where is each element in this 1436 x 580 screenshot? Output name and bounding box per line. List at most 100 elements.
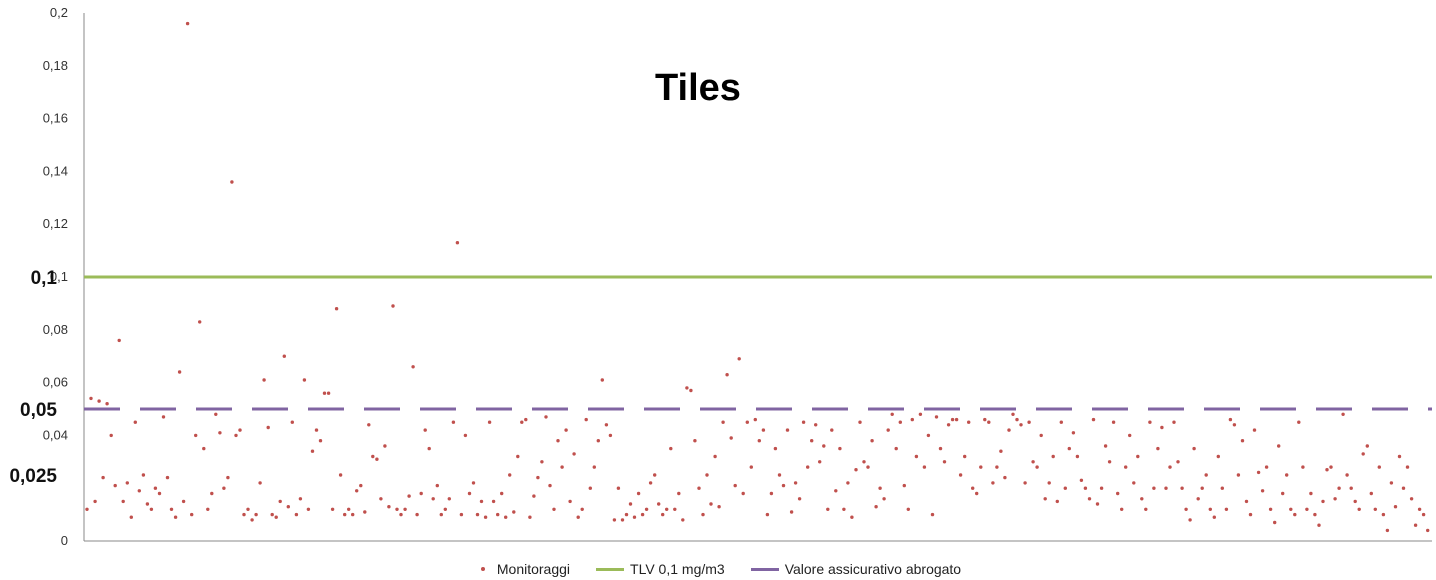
data-point: [85, 507, 89, 511]
data-point: [1075, 454, 1080, 459]
legend-marker-valore-line: [750, 567, 779, 571]
data-point: [1220, 486, 1225, 490]
data-point: [1357, 507, 1361, 511]
data-point: [765, 512, 770, 517]
data-point: [1389, 481, 1394, 485]
y-tick-label: 0,04: [43, 427, 68, 442]
data-point: [1273, 520, 1277, 525]
data-point: [701, 512, 705, 517]
data-point: [105, 402, 109, 406]
data-point: [717, 505, 721, 509]
data-point: [403, 507, 407, 511]
data-point: [153, 486, 158, 490]
data-point: [789, 510, 794, 514]
data-point: [330, 507, 335, 511]
data-point: [463, 433, 468, 438]
data-point: [1172, 420, 1176, 424]
y-tick-label: 0,2: [50, 5, 68, 20]
data-point: [987, 420, 991, 424]
data-point: [661, 512, 665, 517]
data-point: [157, 491, 162, 496]
data-point: [689, 388, 693, 393]
data-point: [1277, 444, 1281, 448]
legend-item-valore: Valore assicurativo abrogato: [750, 561, 962, 577]
data-point: [242, 512, 246, 517]
legend-marker-tlv-line: [596, 567, 625, 571]
data-point: [1007, 428, 1011, 432]
data-point: [991, 481, 995, 485]
data-point: [1180, 486, 1184, 490]
data-point: [214, 412, 218, 416]
data-point: [564, 428, 568, 432]
legend: Monitoraggi TLV 0,1 mg/m3 Valore assicur…: [0, 559, 1436, 579]
data-point: [367, 423, 371, 427]
data-point: [584, 417, 588, 422]
data-point: [1116, 491, 1120, 496]
data-point: [1365, 444, 1370, 448]
data-point: [866, 465, 870, 469]
data-point: [624, 512, 629, 517]
data-point: [113, 483, 117, 488]
data-point: [278, 499, 282, 504]
data-point: [1349, 486, 1353, 490]
data-point: [918, 412, 923, 416]
data-point: [407, 494, 411, 498]
data-point: [149, 507, 154, 511]
data-point: [1091, 417, 1096, 422]
data-point: [1051, 454, 1055, 459]
data-point: [1236, 473, 1241, 477]
data-point: [838, 446, 842, 451]
data-point: [1204, 473, 1208, 477]
data-point: [1144, 507, 1148, 511]
data-point: [89, 396, 93, 401]
data-point: [1047, 481, 1051, 485]
data-point: [761, 428, 766, 432]
data-point: [338, 473, 343, 477]
legend-marker-dot: [480, 567, 485, 571]
data-point: [250, 518, 254, 522]
data-point: [749, 465, 753, 469]
data-point: [266, 425, 270, 430]
data-point: [878, 486, 882, 490]
data-point: [971, 486, 975, 490]
data-point: [165, 475, 170, 480]
data-point: [830, 428, 834, 432]
data-point: [648, 481, 653, 485]
data-point: [592, 465, 596, 469]
data-point: [926, 433, 931, 438]
data-point: [246, 507, 250, 511]
data-point: [1337, 486, 1341, 490]
data-point: [359, 483, 363, 488]
data-point: [628, 502, 633, 506]
data-point: [914, 454, 919, 459]
data-point: [616, 486, 621, 490]
data-point: [958, 473, 963, 477]
data-point: [230, 180, 234, 184]
data-point: [363, 510, 367, 514]
legend-label-monitoraggi: Monitoraggi: [496, 561, 571, 577]
data-point: [950, 417, 955, 422]
data-point: [1067, 446, 1072, 451]
data-point: [862, 460, 866, 464]
data-point: [810, 439, 814, 443]
data-point: [1216, 454, 1221, 459]
data-point: [556, 439, 560, 443]
data-point: [846, 481, 850, 485]
legend-label-valore: Valore assicurativo abrogato: [784, 561, 962, 577]
data-point: [741, 491, 745, 496]
data-point: [894, 446, 898, 451]
data-point: [580, 507, 584, 511]
data-point: [1103, 444, 1108, 448]
data-point: [496, 512, 500, 517]
data-point: [1341, 412, 1345, 416]
data-point: [1369, 491, 1374, 496]
data-point: [536, 475, 540, 480]
data-point: [1421, 512, 1426, 517]
y-annotation-label: 0,05: [20, 400, 57, 421]
data-point: [753, 417, 757, 422]
y-tick-label: 0,16: [43, 111, 68, 126]
data-point: [1160, 425, 1164, 430]
data-point: [665, 507, 669, 511]
data-point: [447, 497, 451, 501]
data-point: [1373, 507, 1378, 511]
